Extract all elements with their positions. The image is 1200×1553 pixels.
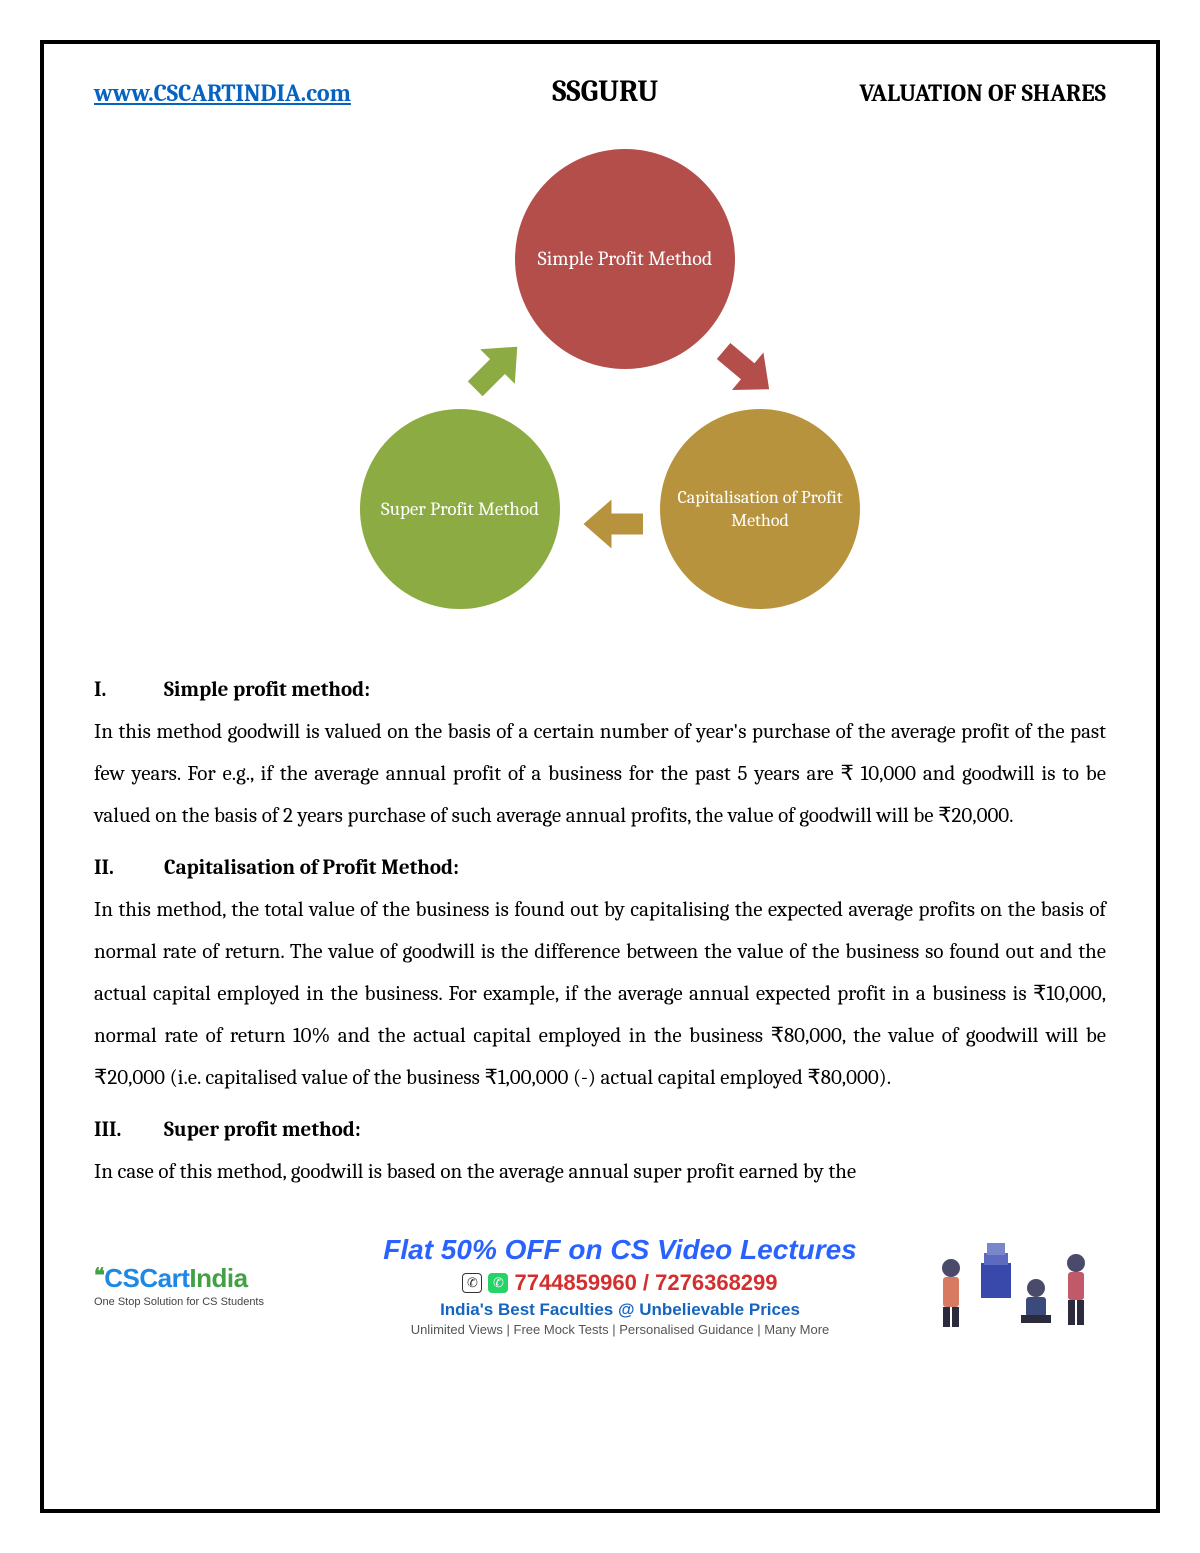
section-title: Super profit method: [164, 1109, 361, 1151]
content-body: I. Simple profit method:In this method go… [94, 669, 1106, 1193]
section-body: In this method, the total value of the b… [94, 889, 1106, 1099]
section-body: In this method goodwill is valued on the… [94, 711, 1106, 837]
ad-phone: 7744859960 / 7276368299 [514, 1270, 777, 1296]
brand-title: SSGURU [552, 74, 658, 109]
people-icon [926, 1233, 1096, 1333]
ad-title: Flat 50% OFF on CS Video Lectures [324, 1234, 916, 1266]
arrow-top-right [696, 320, 795, 419]
ad-sub1: India's Best Faculties @ Unbelievable Pr… [324, 1300, 916, 1320]
ad-logo-part1: CSCart [104, 1263, 189, 1293]
arrow-right-left [580, 489, 650, 559]
arrow-left-top [446, 320, 545, 419]
ad-illustration [926, 1233, 1106, 1337]
cycle-diagram-wrap: Simple Profit Method Capitalisation of Pr… [94, 149, 1106, 619]
ad-logo-part2: India [189, 1263, 247, 1293]
section-number: I. [94, 669, 124, 711]
section-heading: III. Super profit method: [94, 1109, 1106, 1151]
ad-tagline: One Stop Solution for CS Students [94, 1296, 314, 1308]
phone-icon: ✆ [462, 1273, 482, 1293]
circle-right: Capitalisation of Profit Method [660, 409, 860, 609]
website-link[interactable]: www.CSCARTINDIA.com [94, 79, 351, 107]
page: www.CSCARTINDIA.com SSGURU VALUATION OF … [0, 0, 1200, 1553]
footer-ad: ❝CSCartIndia One Stop Solution for CS St… [94, 1223, 1106, 1337]
cycle-diagram: Simple Profit Method Capitalisation of Pr… [290, 149, 910, 619]
circle-left: Super Profit Method [360, 409, 560, 609]
ad-logo-block: ❝CSCartIndia One Stop Solution for CS St… [94, 1263, 314, 1308]
header-row: www.CSCARTINDIA.com SSGURU VALUATION OF … [94, 74, 1106, 109]
section-heading: II. Capitalisation of Profit Method: [94, 847, 1106, 889]
whatsapp-icon: ✆ [488, 1273, 508, 1293]
section-title: Simple profit method: [164, 669, 370, 711]
ad-center: Flat 50% OFF on CS Video Lectures ✆ ✆ 77… [324, 1234, 916, 1337]
page-title: VALUATION OF SHARES [859, 79, 1106, 107]
leaf-icon: ❝ [94, 1265, 104, 1287]
page-border: www.CSCARTINDIA.com SSGURU VALUATION OF … [40, 40, 1160, 1513]
section-title: Capitalisation of Profit Method: [164, 847, 459, 889]
ad-logo: ❝CSCartIndia [94, 1263, 314, 1294]
ad-sub2: Unlimited Views | Free Mock Tests | Pers… [324, 1322, 916, 1337]
section-number: II. [94, 847, 124, 889]
section-heading: I. Simple profit method: [94, 669, 1106, 711]
section-body: In case of this method, goodwill is base… [94, 1151, 1106, 1193]
section-number: III. [94, 1109, 124, 1151]
circle-top: Simple Profit Method [515, 149, 735, 369]
ad-phone-row: ✆ ✆ 7744859960 / 7276368299 [324, 1270, 916, 1296]
